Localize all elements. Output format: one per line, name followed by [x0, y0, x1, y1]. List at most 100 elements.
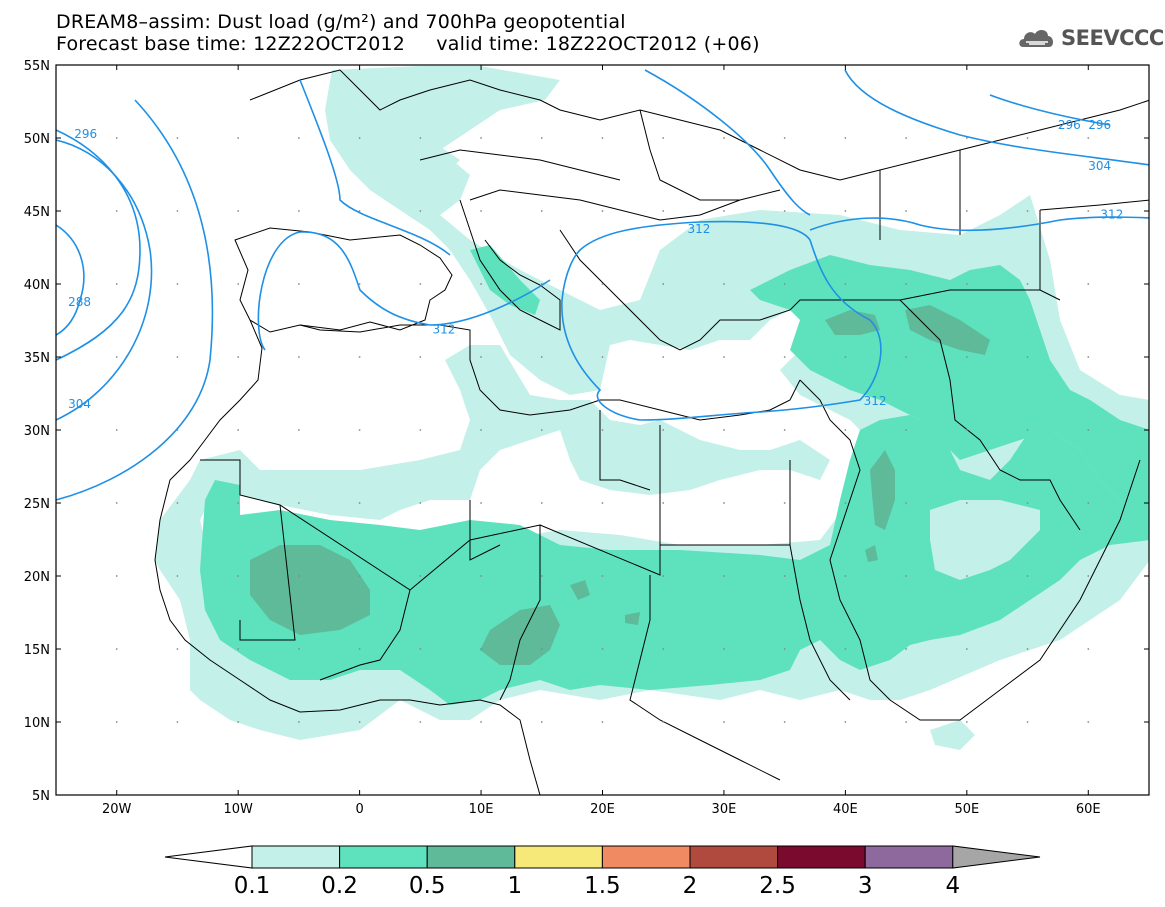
grid-dot — [540, 356, 543, 358]
grid-dot — [905, 648, 908, 650]
lon-label: 0 — [355, 802, 363, 817]
grid-dot — [358, 575, 361, 577]
grid-dot — [601, 283, 604, 285]
grid-dot — [601, 648, 604, 650]
grid-dot — [358, 137, 361, 139]
grid-dot — [176, 210, 179, 212]
lat-label: 40N — [24, 278, 50, 293]
contour-label: 288 — [68, 295, 91, 309]
grid-dot — [297, 283, 300, 285]
map-title: DREAM8–assim: Dust load (g/m²) and 700hP… — [56, 11, 626, 33]
grid-dot — [176, 429, 179, 431]
grid-dot — [237, 648, 240, 650]
grid-dot — [965, 137, 968, 139]
grid-dot — [844, 721, 847, 723]
grid-dot — [480, 137, 482, 139]
grid-dot — [237, 356, 240, 358]
grid-dot — [358, 356, 361, 358]
contour-label: 312 — [864, 394, 887, 408]
grid-dot — [176, 721, 179, 723]
contour-label: 312 — [1100, 207, 1123, 221]
grid-dot — [723, 210, 725, 212]
grid-dot — [419, 356, 422, 358]
grid-dot — [844, 283, 847, 285]
grid-dot — [115, 429, 118, 431]
grid-dot — [297, 721, 300, 723]
grid-dot — [783, 575, 786, 577]
grid-dot — [1087, 502, 1090, 504]
grid-dot — [297, 429, 300, 431]
grid-dot — [237, 429, 240, 431]
lat-label: 20N — [24, 570, 50, 585]
grid-dot — [480, 575, 482, 577]
grid-dot — [1087, 575, 1090, 577]
grid-dot — [115, 648, 118, 650]
grid-dot — [1087, 356, 1090, 358]
colorbar-label: 1 — [507, 873, 522, 899]
grid-dot — [662, 283, 665, 285]
grid-dot — [662, 721, 665, 723]
grid-dot — [358, 721, 361, 723]
colorbar-label: 3 — [858, 873, 873, 899]
colorbar-swatch — [426, 845, 516, 869]
grid-dot — [237, 721, 240, 723]
grid-dot — [237, 283, 240, 285]
colorbar-label: 0.5 — [409, 873, 446, 899]
grid-dot — [419, 283, 422, 285]
grid-dot — [844, 210, 847, 212]
grid-dot — [905, 283, 908, 285]
grid-dot — [1026, 721, 1029, 723]
grid-dot — [237, 502, 240, 504]
grid-dot — [540, 502, 543, 504]
grid-dot — [419, 575, 422, 577]
grid-dot — [783, 137, 786, 139]
grid-dot — [844, 429, 847, 431]
grid-dot — [965, 356, 968, 358]
grid-dot — [480, 429, 482, 431]
contour-label: 312 — [432, 323, 455, 337]
grid-dot — [176, 283, 179, 285]
grid-dot — [480, 356, 482, 358]
grid-dot — [115, 137, 118, 139]
lat-label: 35N — [24, 351, 50, 366]
grid-dot — [1026, 356, 1029, 358]
grid-dot — [540, 210, 543, 212]
contour-label: 296 — [1058, 118, 1081, 132]
grid-dot — [297, 137, 300, 139]
grid-dot — [601, 575, 604, 577]
lat-label: 15N — [24, 643, 50, 658]
grid-dot — [844, 137, 847, 139]
grid-dot — [358, 648, 361, 650]
grid-dot — [358, 502, 361, 504]
grid-dot — [540, 283, 543, 285]
grid-dot — [1026, 575, 1029, 577]
grid-dot — [419, 721, 422, 723]
colorbar-swatch — [689, 845, 779, 869]
grid-dot — [662, 648, 665, 650]
grid-dot — [1026, 283, 1029, 285]
colorbar-label: 0.2 — [321, 873, 358, 899]
grid-dot — [1087, 429, 1090, 431]
grid-dot — [176, 137, 179, 139]
grid-dot — [115, 502, 118, 504]
grid-dot — [905, 210, 908, 212]
grid-dot — [1026, 648, 1029, 650]
grid-dot — [723, 356, 725, 358]
grid-dot — [723, 575, 725, 577]
grid-dot — [540, 575, 543, 577]
grid-dot — [1026, 137, 1029, 139]
grid-dot — [723, 283, 725, 285]
grid-dot — [965, 648, 968, 650]
grid-dot — [115, 356, 118, 358]
grid-dot — [783, 429, 786, 431]
lat-label: 50N — [24, 132, 50, 147]
grid-dot — [297, 575, 300, 577]
colorbar-swatch — [339, 845, 428, 869]
grid-dot — [905, 575, 908, 577]
grid-dot — [601, 721, 604, 723]
grid-dot — [540, 648, 543, 650]
grid-dot — [176, 356, 179, 358]
grid-dot — [783, 721, 786, 723]
grid-dot — [480, 502, 482, 504]
